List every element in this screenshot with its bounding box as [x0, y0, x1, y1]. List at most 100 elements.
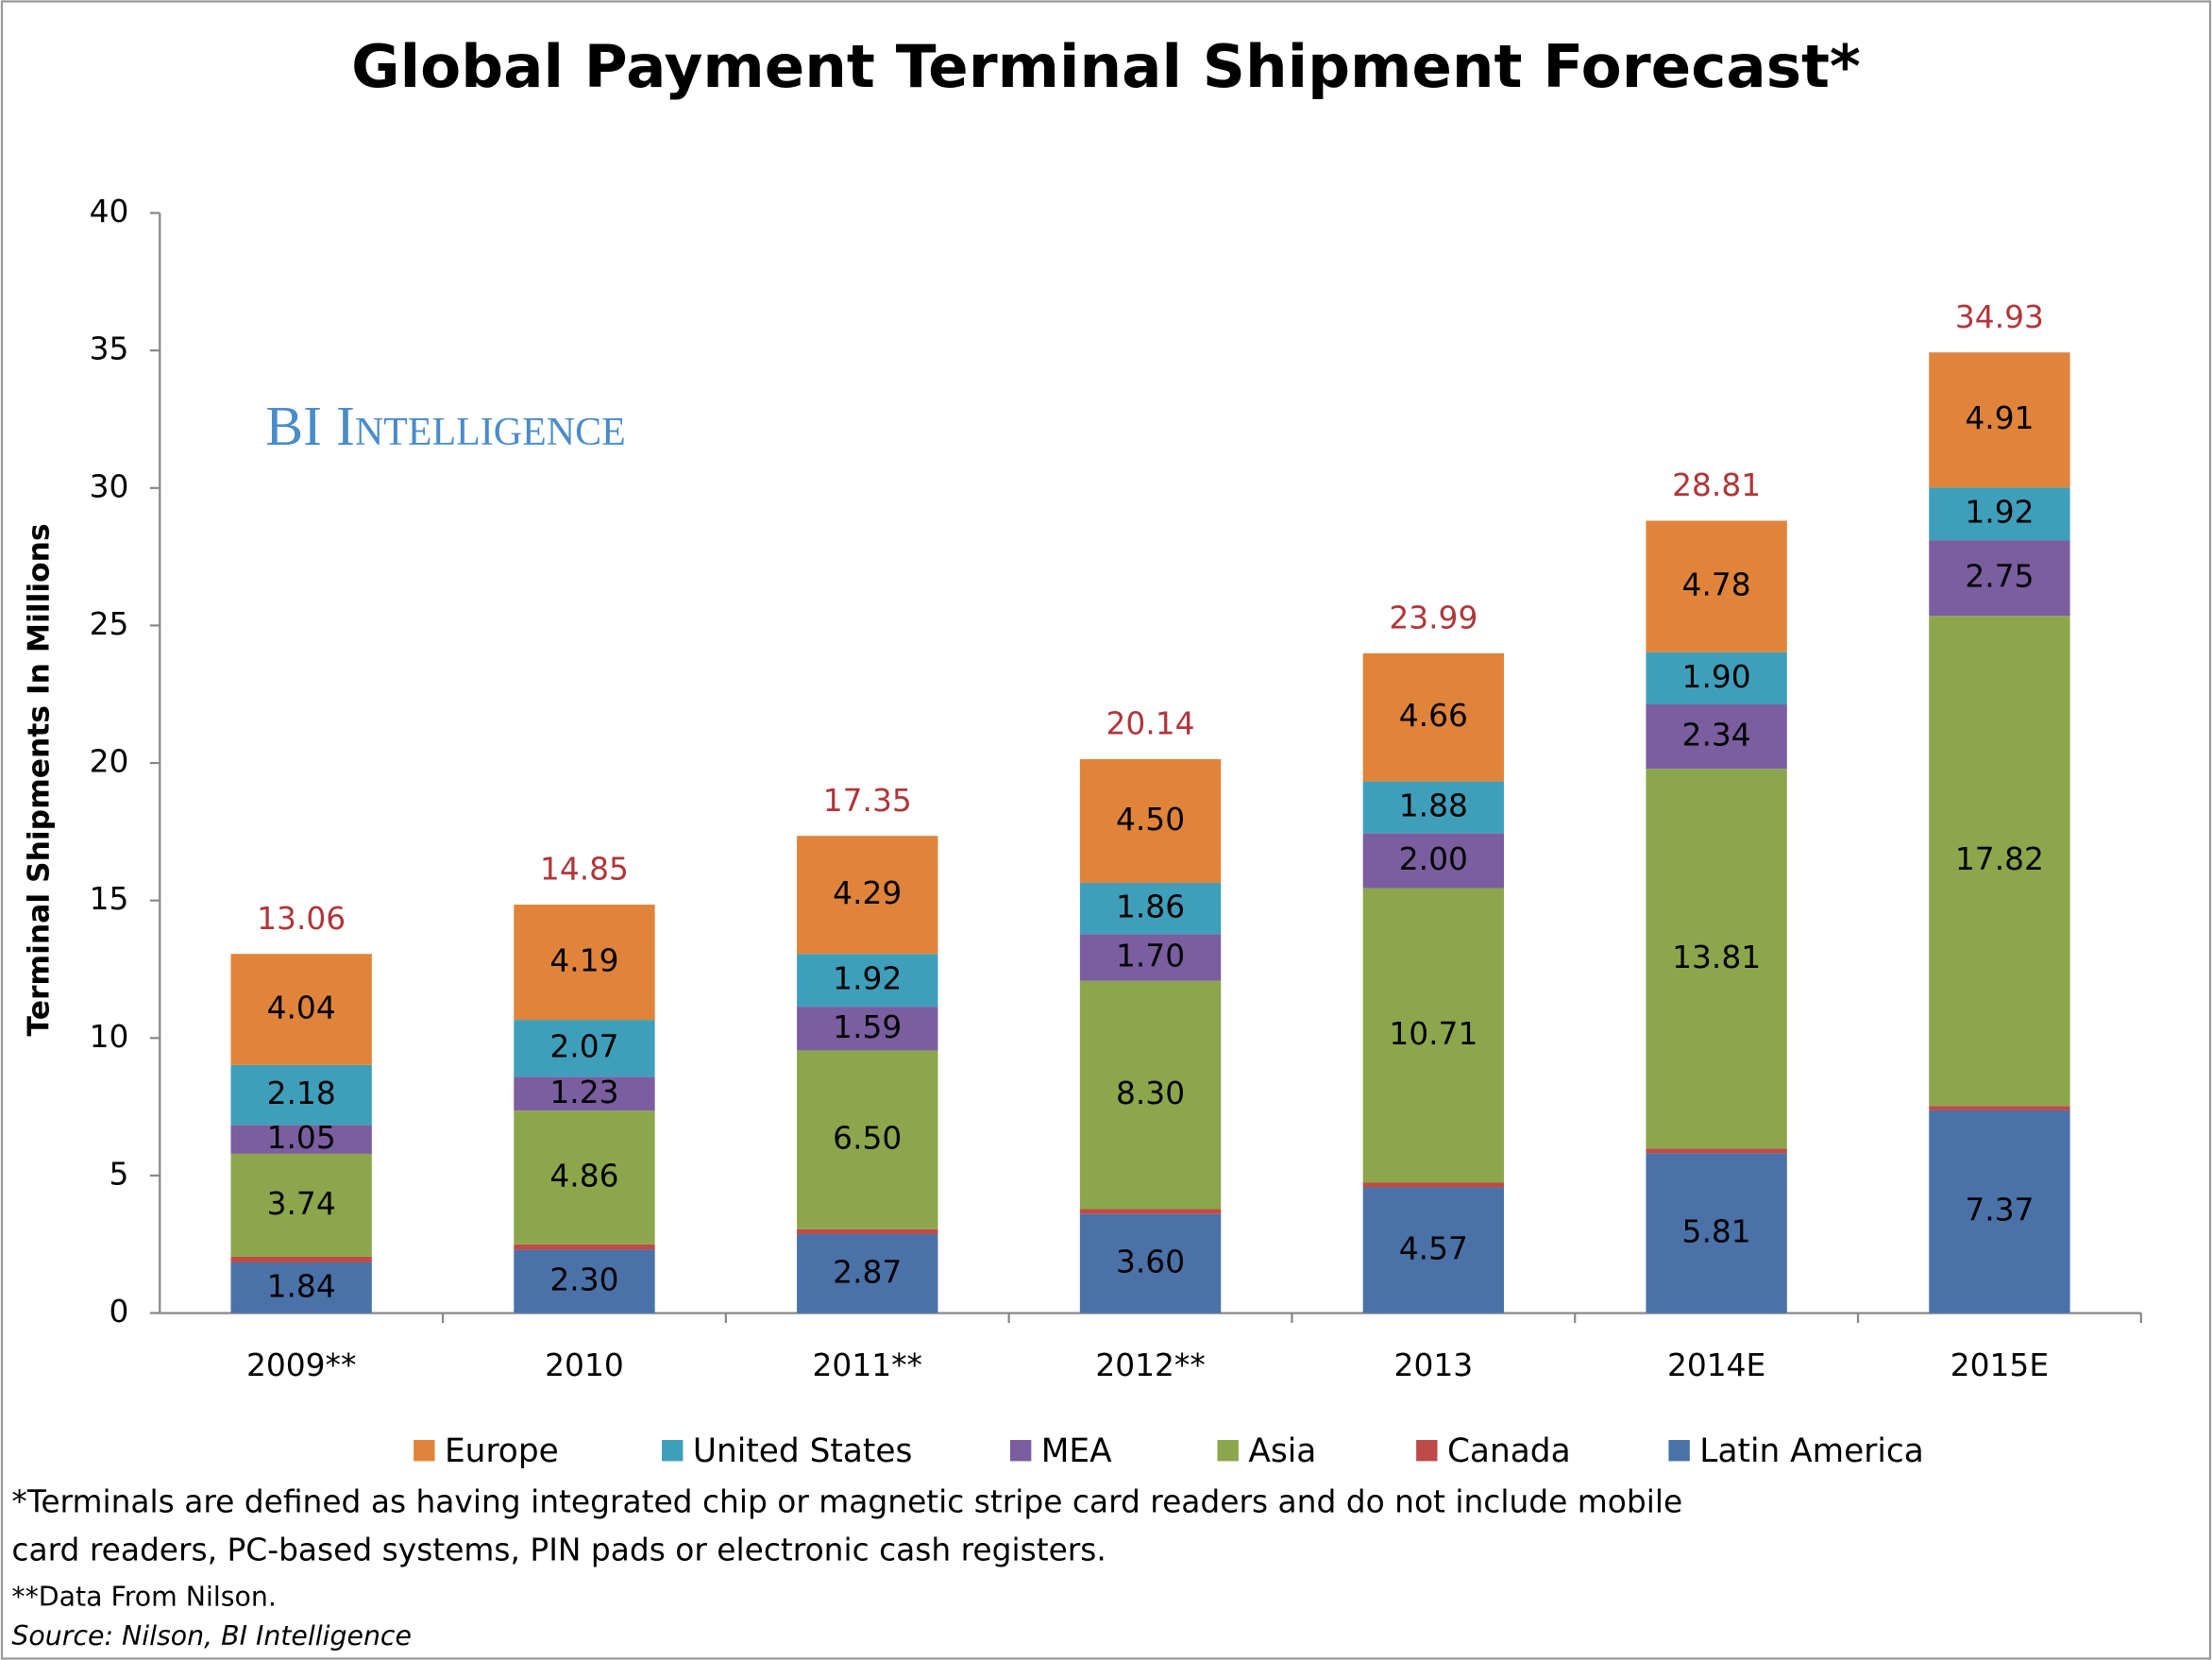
legend-swatch [1009, 1439, 1032, 1462]
bar-segment [1362, 888, 1505, 1183]
bar-segment [230, 1262, 372, 1313]
value-label: 1.86 [1116, 889, 1185, 925]
value-label: 4.78 [1682, 567, 1751, 603]
value-label: 6.50 [833, 1121, 902, 1157]
bar-segment [797, 1228, 938, 1234]
bar-segment [230, 1256, 372, 1262]
bar-segment [1079, 1209, 1222, 1214]
value-label: 1.92 [1965, 495, 2034, 531]
total-label: 20.14 [1106, 706, 1195, 742]
value-label: 1.92 [833, 961, 902, 997]
y-tick-label: 5 [110, 1156, 129, 1192]
x-tick-label: 2011** [813, 1347, 922, 1383]
value-label: 1.84 [267, 1268, 336, 1304]
value-label: 8.30 [1116, 1076, 1185, 1111]
bar-segment [1646, 652, 1787, 705]
y-tick-label: 15 [90, 881, 129, 917]
value-label: 4.91 [1965, 400, 2034, 436]
source: Source: Nilson, BI Intelligence [11, 1620, 412, 1652]
bar-segment [1929, 1106, 2070, 1110]
bar-segment [230, 1125, 372, 1154]
bar-segment [514, 1249, 655, 1313]
total-label: 34.93 [1955, 299, 2044, 335]
note: **Data From Nilson. [11, 1581, 276, 1612]
bar-segment [1646, 1153, 1787, 1313]
bar-segment [1079, 1213, 1222, 1313]
bar-segment [1646, 1148, 1787, 1154]
value-label: 1.23 [549, 1075, 618, 1110]
bar-segment [1362, 781, 1505, 834]
bar-segment [1929, 540, 2070, 617]
bar-segment [514, 1244, 655, 1250]
bar-segment [230, 1153, 372, 1257]
bar-segment [1929, 1109, 2070, 1313]
bar-segment [797, 1233, 938, 1313]
value-label: 2.34 [1682, 718, 1751, 754]
value-label: 4.50 [1116, 802, 1185, 838]
bar-segment [514, 1076, 655, 1111]
legend-label: MEA [1041, 1432, 1112, 1470]
bar-segment [514, 1110, 655, 1245]
note: *Terminals are defined as having integra… [11, 1484, 1682, 1520]
total-label: 28.81 [1672, 467, 1761, 503]
x-tick-label: 2014E [1667, 1347, 1765, 1383]
bar-segment [230, 1064, 372, 1126]
bar-segment [1646, 704, 1787, 770]
value-label: 2.07 [549, 1029, 618, 1065]
bar-segment [1079, 934, 1222, 981]
value-label: 4.57 [1399, 1231, 1468, 1267]
watermark: BI Intelligence [265, 395, 625, 457]
x-tick-label: 2012** [1095, 1347, 1205, 1383]
bar-segment [797, 1007, 938, 1051]
legend-swatch [1668, 1439, 1690, 1462]
y-tick-label: 40 [90, 194, 129, 229]
bar-segment [1079, 980, 1222, 1210]
bar-segment [797, 954, 938, 1008]
value-label: 3.60 [1116, 1245, 1185, 1280]
legend-label: United States [693, 1432, 913, 1470]
value-label: 1.90 [1682, 659, 1751, 695]
value-label: 4.19 [549, 943, 618, 979]
legend-label: Canada [1447, 1432, 1571, 1470]
total-label: 14.85 [540, 852, 629, 888]
value-label: 1.88 [1399, 788, 1468, 823]
total-label: 13.06 [257, 901, 346, 937]
y-tick-label: 35 [90, 331, 129, 367]
value-label: 17.82 [1955, 841, 2044, 877]
legend-swatch [1416, 1439, 1438, 1462]
bar-segment [514, 905, 655, 1021]
x-tick-label: 2009** [246, 1347, 356, 1383]
y-tick-label: 0 [110, 1294, 129, 1330]
bar-segment [1362, 833, 1505, 889]
value-label: 1.70 [1116, 938, 1185, 974]
value-label: 4.66 [1399, 698, 1468, 734]
x-tick-label: 2010 [545, 1347, 624, 1383]
bar-segment [1929, 352, 2070, 488]
value-label: 10.71 [1389, 1016, 1477, 1052]
value-label: 2.18 [267, 1076, 336, 1111]
value-label: 5.81 [1682, 1213, 1751, 1249]
y-tick-label: 25 [90, 606, 129, 642]
value-label: 1.05 [267, 1120, 336, 1156]
bar-segment [1929, 487, 2070, 541]
value-label: 3.74 [267, 1186, 336, 1222]
bar-segment [797, 1050, 938, 1229]
bar-segment [1362, 1187, 1505, 1313]
x-tick-label: 2015E [1950, 1347, 2049, 1383]
chart-title: Global Payment Terminal Shipment Forecas… [351, 32, 1861, 101]
bar-segment [1646, 520, 1787, 652]
value-label: 2.87 [833, 1254, 902, 1290]
y-axis-title: Terminal Shipments In Millions [22, 523, 56, 1036]
y-tick-label: 20 [90, 744, 129, 780]
legend-label: Europe [445, 1432, 559, 1470]
value-label: 1.59 [833, 1009, 902, 1045]
bar-segment [1362, 652, 1505, 782]
legend-swatch [662, 1439, 684, 1462]
bar-segment [1079, 758, 1222, 884]
value-label: 2.75 [1965, 559, 2034, 595]
y-tick-label: 30 [90, 468, 129, 504]
x-tick-label: 2013 [1394, 1347, 1474, 1383]
bar-segment [1079, 883, 1222, 935]
bar-segment [1362, 1182, 1505, 1188]
